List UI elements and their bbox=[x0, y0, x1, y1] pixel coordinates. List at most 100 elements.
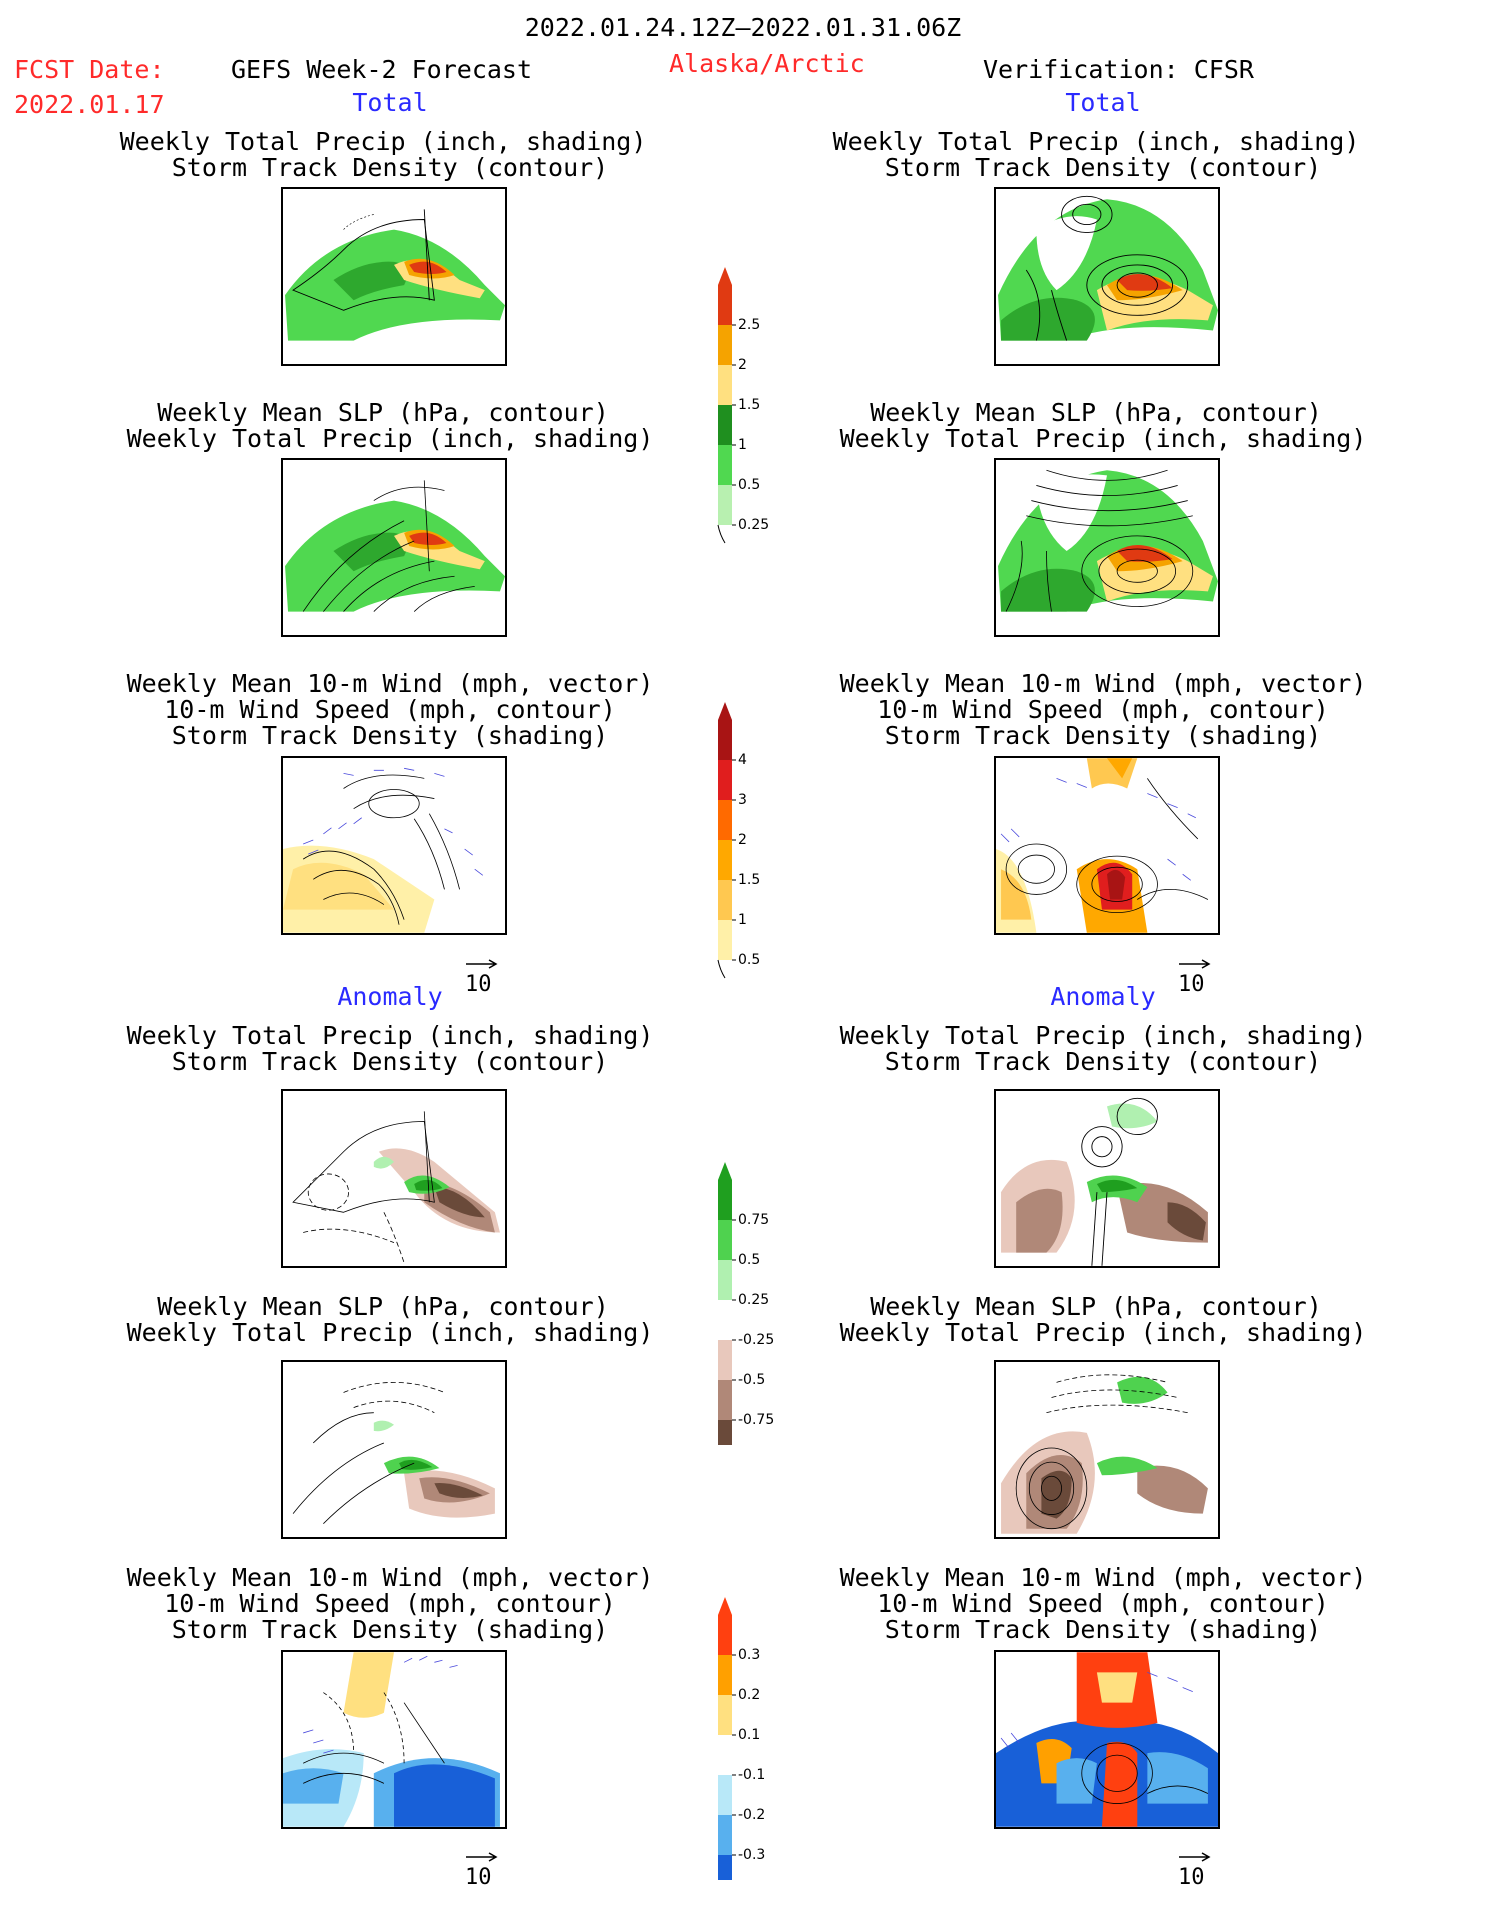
colorbar-label: -0.75 bbox=[738, 1412, 774, 1428]
title-line: Weekly Total Precip (inch, shading) bbox=[839, 1318, 1367, 1347]
map-panel-total-wind-track-verification bbox=[994, 756, 1220, 935]
colorbar-segment bbox=[718, 1300, 732, 1340]
map-panel-total-precip-track-verification bbox=[994, 187, 1220, 366]
arrow-icon bbox=[466, 959, 498, 969]
title-line: Storm Track Density (contour) bbox=[884, 153, 1322, 182]
colorbar-track-anomaly: 0.3 0.2 0.1 -0.1 -0.2 -0.3 bbox=[718, 1597, 765, 1880]
colorbar-top-triangle bbox=[718, 1597, 732, 1615]
title-line: Weekly Mean SLP (hPa, contour) bbox=[157, 1292, 609, 1321]
colorbar-segment bbox=[718, 445, 732, 485]
section-label-total-right: Total bbox=[1065, 88, 1141, 117]
colorbar-label: 1.5 bbox=[738, 872, 760, 888]
colorbar-label: 0.1 bbox=[738, 1727, 760, 1743]
colorbar-segment bbox=[718, 1655, 732, 1695]
title-line: Weekly Total Precip (inch, shading) bbox=[126, 424, 654, 453]
colorbar-label: 0.5 bbox=[738, 1252, 760, 1268]
map-graphic bbox=[998, 195, 1218, 341]
title-line: Weekly Total Precip (inch, shading) bbox=[839, 424, 1367, 453]
colorbar-segment bbox=[718, 720, 732, 760]
arrow-icon bbox=[1179, 1852, 1211, 1862]
title-line: Storm Track Density (shading) bbox=[171, 721, 609, 750]
map-graphic bbox=[998, 469, 1218, 612]
colorbar-segment bbox=[718, 1695, 732, 1735]
map-panel-anomaly-precip-track-forecast bbox=[281, 1089, 507, 1268]
colorbar-segment bbox=[718, 285, 732, 325]
title-line: Weekly Mean 10-m Wind (mph, vector) bbox=[839, 1563, 1367, 1592]
vector-reference-value: 10 bbox=[1178, 972, 1205, 997]
verification-title: Verification: CFSR bbox=[983, 55, 1254, 84]
colorbar-segment bbox=[718, 1735, 732, 1775]
section-label-total-left: Total bbox=[352, 88, 428, 117]
title-line: 10-m Wind Speed (mph, contour) bbox=[877, 695, 1329, 724]
colorbar-label: 1 bbox=[738, 912, 747, 928]
section-label-anomaly-right: Anomaly bbox=[1050, 982, 1156, 1011]
colorbar-top-triangle bbox=[718, 267, 732, 285]
title-line: Weekly Total Precip (inch, shading) bbox=[839, 1021, 1367, 1050]
colorbar-segment bbox=[718, 800, 732, 840]
vector-reference-arrow-anomaly-right: 10 bbox=[1178, 1843, 1212, 1890]
title-line: Weekly Mean 10-m Wind (mph, vector) bbox=[126, 1563, 654, 1592]
colorbar-label: -0.3 bbox=[738, 1847, 765, 1863]
colorbar-label: 0.3 bbox=[738, 1647, 760, 1663]
title-line: 10-m Wind Speed (mph, contour) bbox=[164, 695, 616, 724]
vector-reference-arrow-total-right: 10 bbox=[1178, 950, 1212, 997]
colorbar-segment bbox=[718, 325, 732, 365]
title-line: Weekly Total Precip (inch, shading) bbox=[119, 127, 647, 156]
colorbar-label: 2 bbox=[738, 832, 747, 848]
colorbar-label: 2 bbox=[738, 357, 747, 373]
colorbar-label: -0.25 bbox=[738, 1332, 774, 1348]
colorbar-label: 1 bbox=[738, 437, 747, 453]
map-graphic bbox=[283, 1652, 500, 1827]
colorbar-label: 4 bbox=[738, 752, 747, 768]
fcst-date-label: FCST Date: bbox=[14, 55, 165, 84]
colorbar-label: 0.75 bbox=[738, 1212, 769, 1228]
map-graphic bbox=[1001, 1097, 1208, 1266]
section-label-anomaly-left: Anomaly bbox=[337, 982, 443, 1011]
colorbar-label: 0.2 bbox=[738, 1687, 760, 1703]
colorbar-label: 2.5 bbox=[738, 317, 760, 333]
colorbar-segment bbox=[718, 365, 732, 405]
colorbar-segment bbox=[718, 1260, 732, 1300]
map-graphic bbox=[292, 1382, 495, 1524]
colorbar-label: -0.1 bbox=[738, 1767, 765, 1783]
colorbar-precip-anomaly: 0.75 0.5 0.25 -0.25 -0.5 -0.75 bbox=[718, 1162, 774, 1445]
vector-reference-arrow-total-left: 10 bbox=[465, 950, 499, 997]
title-line: Weekly Total Precip (inch, shading) bbox=[126, 1318, 654, 1347]
arrow-icon bbox=[1179, 959, 1211, 969]
colorbar-segment bbox=[718, 840, 732, 880]
title-line: Weekly Total Precip (inch, shading) bbox=[832, 127, 1360, 156]
title-line: Weekly Mean SLP (hPa, contour) bbox=[870, 398, 1322, 427]
vector-reference-arrow-anomaly-left: 10 bbox=[465, 1843, 499, 1890]
colorbar-label: 0.5 bbox=[738, 952, 760, 968]
colorbar-label: -0.5 bbox=[738, 1372, 765, 1388]
colorbar-segment bbox=[718, 1775, 732, 1815]
title-line: Weekly Mean 10-m Wind (mph, vector) bbox=[839, 669, 1367, 698]
colorbar-segment bbox=[718, 1340, 732, 1380]
map-panel-anomaly-slp-precip-verification bbox=[994, 1360, 1220, 1539]
colorbar-label: -0.2 bbox=[738, 1807, 765, 1823]
colorbar-segment bbox=[718, 920, 732, 960]
colorbar-bottom-triangle bbox=[717, 959, 726, 979]
colorbar-segment bbox=[718, 405, 732, 445]
region-title: Alaska/Arctic bbox=[669, 49, 865, 78]
map-panel-total-slp-precip-forecast bbox=[281, 458, 507, 637]
title-line: Weekly Mean SLP (hPa, contour) bbox=[157, 398, 609, 427]
map-graphic bbox=[996, 1652, 1218, 1827]
colorbar-bottom-triangle bbox=[717, 524, 726, 544]
forecast-period: 2022.01.24.12Z–2022.01.31.06Z bbox=[524, 13, 962, 42]
map-graphic bbox=[283, 767, 484, 933]
title-line: Storm Track Density (contour) bbox=[171, 153, 609, 182]
fcst-date-value: 2022.01.17 bbox=[14, 90, 165, 119]
title-line: Storm Track Density (shading) bbox=[884, 1615, 1322, 1644]
map-panel-total-slp-precip-verification bbox=[994, 458, 1220, 637]
colorbar-label: 3 bbox=[738, 792, 747, 808]
colorbar-segment bbox=[718, 1815, 732, 1855]
colorbar-segment bbox=[718, 485, 732, 525]
colorbar-segment bbox=[718, 1220, 732, 1260]
map-panel-total-precip-track-forecast bbox=[281, 187, 507, 366]
map-graphic bbox=[285, 480, 505, 612]
model-title: GEFS Week-2 Forecast bbox=[231, 55, 533, 84]
map-panel-total-wind-track-forecast bbox=[281, 756, 507, 935]
title-line: Weekly Total Precip (inch, shading) bbox=[126, 1021, 654, 1050]
colorbar-segment bbox=[718, 1615, 732, 1655]
